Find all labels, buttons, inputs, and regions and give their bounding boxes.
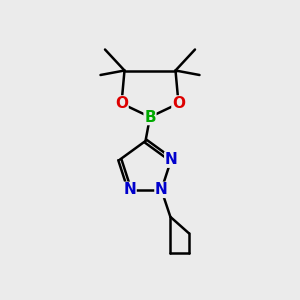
- Text: O: O: [115, 96, 128, 111]
- Text: N: N: [123, 182, 136, 197]
- Text: N: N: [155, 182, 168, 197]
- Text: O: O: [172, 96, 185, 111]
- Text: B: B: [144, 110, 156, 124]
- Text: N: N: [165, 152, 178, 167]
